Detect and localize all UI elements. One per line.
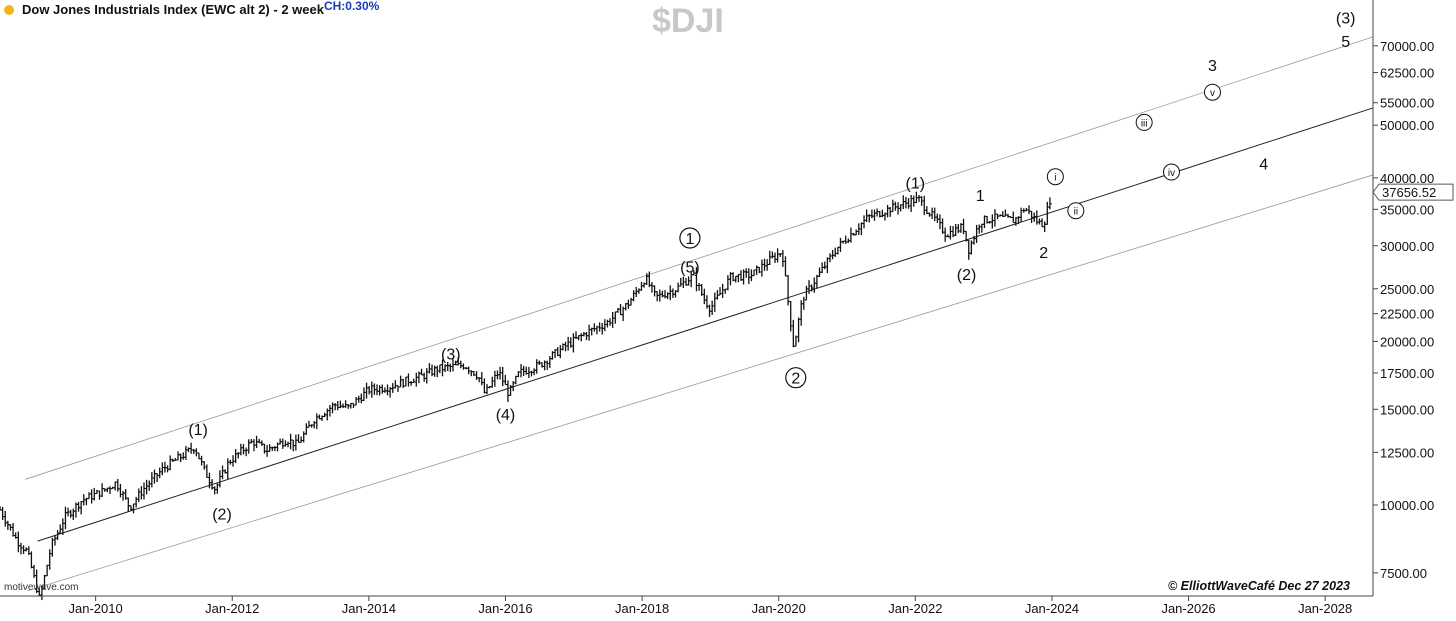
- wave-label-2: 2: [791, 371, 800, 388]
- wave-label-v: v: [1210, 88, 1215, 99]
- wave-label-iv: iv: [1168, 168, 1175, 179]
- y-tick-label: 7500.00: [1380, 566, 1427, 581]
- wave-label-p3p: (3): [1336, 10, 1356, 27]
- y-tick-label: 55000.00: [1380, 96, 1434, 111]
- wave-circle-icon: [1067, 202, 1085, 220]
- x-tick-label: Jan-2020: [752, 601, 806, 616]
- status-dot-icon: [4, 5, 14, 15]
- wave-label-3: 3: [1208, 58, 1217, 75]
- y-tick-label: 35000.00: [1380, 202, 1434, 217]
- wave-label-p2p: (2): [957, 267, 977, 284]
- wave-label-1: 1: [685, 231, 694, 248]
- channel-layer: [25, 36, 1374, 592]
- wave-label-4: 4: [1259, 157, 1268, 174]
- wave-label-2: 2: [1039, 245, 1048, 262]
- wave-label-i: i: [1054, 173, 1056, 184]
- y-tick-label: 15000.00: [1380, 402, 1434, 417]
- y-tick-label: 62500.00: [1380, 66, 1434, 81]
- y-tick-label: 30000.00: [1380, 239, 1434, 254]
- wave-circle-icon: [1135, 113, 1153, 131]
- last-price-label: 37656.52: [1382, 185, 1436, 200]
- wave-circle-icon: [679, 227, 701, 249]
- x-tick-label: Jan-2026: [1161, 601, 1215, 616]
- wave-label-1: 1: [976, 188, 985, 205]
- x-tick-label: Jan-2022: [888, 601, 942, 616]
- x-tick-label: Jan-2012: [205, 601, 259, 616]
- wave-circle-icon: [785, 367, 807, 389]
- x-tick-label: Jan-2010: [69, 601, 123, 616]
- x-tick-label: Jan-2028: [1298, 601, 1352, 616]
- x-tick-label: Jan-2018: [615, 601, 669, 616]
- channel-line-middle: [37, 107, 1374, 542]
- y-tick-label: 50000.00: [1380, 118, 1434, 133]
- channel-line-upper: [25, 36, 1374, 480]
- y-tick-label: 12500.00: [1380, 445, 1434, 460]
- wave-label-p3p: (3): [441, 347, 461, 364]
- y-tick-label: 25000.00: [1380, 282, 1434, 297]
- wave-label-p4p: (4): [496, 407, 516, 424]
- copyright-text: © ElliottWaveCafé Dec 27 2023: [1168, 579, 1350, 593]
- symbol-label: $DJI: [652, 2, 724, 40]
- channel-line-lower: [27, 174, 1374, 592]
- wave-circle-icon: [1203, 83, 1221, 101]
- wave-label-p1p: (1): [906, 176, 926, 193]
- chart-title: Dow Jones Industrials Index (EWC alt 2) …: [22, 0, 380, 17]
- y-tick-label: 40000.00: [1380, 171, 1434, 186]
- wave-label-p1p: (1): [188, 422, 208, 439]
- x-tick-label: Jan-2014: [342, 601, 396, 616]
- last-price-tag: [1372, 183, 1454, 201]
- watermark: motivewave.com: [4, 582, 79, 593]
- wave-label-iii: iii: [1141, 118, 1148, 129]
- wave-label-p2p: (2): [212, 506, 232, 523]
- y-tick-label: 70000.00: [1380, 39, 1434, 54]
- y-tick-label: 22500.00: [1380, 307, 1434, 322]
- wave-circle-icon: [1046, 168, 1064, 186]
- x-tick-label: Jan-2024: [1025, 601, 1079, 616]
- y-tick-label: 10000.00: [1380, 498, 1434, 513]
- wave-label-p5p: (5): [680, 259, 700, 276]
- wave-circle-icon: [1162, 163, 1180, 181]
- y-tick-label: 17500.00: [1380, 366, 1434, 381]
- wave-label-5: 5: [1341, 34, 1350, 51]
- wave-label-ii: ii: [1074, 207, 1078, 218]
- change-percent: CH:0.30%: [323, 0, 380, 13]
- ohlc-bars: [0, 191, 1052, 601]
- y-tick-label: 20000.00: [1380, 334, 1434, 349]
- x-tick-label: Jan-2016: [478, 601, 532, 616]
- chart-title-text: Dow Jones Industrials Index (EWC alt 2) …: [22, 2, 324, 17]
